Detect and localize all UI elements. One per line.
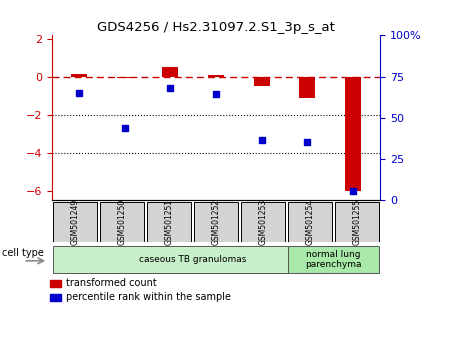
Bar — [162, 67, 178, 77]
Text: GSM501250: GSM501250 — [117, 199, 126, 245]
Bar — [299, 77, 315, 98]
Title: GDS4256 / Hs2.31097.2.S1_3p_s_at: GDS4256 / Hs2.31097.2.S1_3p_s_at — [97, 21, 335, 34]
Text: GSM501249: GSM501249 — [71, 199, 80, 245]
Bar — [254, 77, 270, 86]
Bar — [117, 77, 133, 78]
Bar — [208, 75, 224, 77]
Bar — [345, 77, 361, 190]
Bar — [194, 202, 238, 242]
Bar — [100, 202, 144, 242]
Text: cell type: cell type — [1, 248, 44, 258]
Text: normal lung
parenchyma: normal lung parenchyma — [305, 250, 361, 269]
Text: GSM501251: GSM501251 — [165, 199, 174, 245]
Bar — [147, 202, 191, 242]
Bar — [288, 202, 332, 242]
Text: GSM501254: GSM501254 — [306, 199, 315, 245]
Bar — [71, 74, 87, 77]
Bar — [50, 294, 61, 301]
Text: GSM501253: GSM501253 — [258, 199, 267, 245]
Text: percentile rank within the sample: percentile rank within the sample — [67, 292, 231, 302]
Point — [304, 139, 311, 145]
Text: caseous TB granulomas: caseous TB granulomas — [139, 255, 246, 264]
Point — [212, 91, 220, 97]
Point — [258, 138, 265, 143]
Point — [349, 188, 356, 193]
Bar — [50, 280, 61, 287]
Text: GSM501252: GSM501252 — [212, 199, 220, 245]
Text: GSM501255: GSM501255 — [352, 199, 361, 245]
Bar — [53, 246, 332, 273]
Bar — [335, 202, 379, 242]
Bar — [53, 202, 97, 242]
Bar — [241, 202, 285, 242]
Point — [121, 125, 128, 131]
Point — [76, 90, 83, 96]
Point — [167, 86, 174, 91]
Text: transformed count: transformed count — [67, 278, 157, 289]
Bar — [288, 246, 379, 273]
